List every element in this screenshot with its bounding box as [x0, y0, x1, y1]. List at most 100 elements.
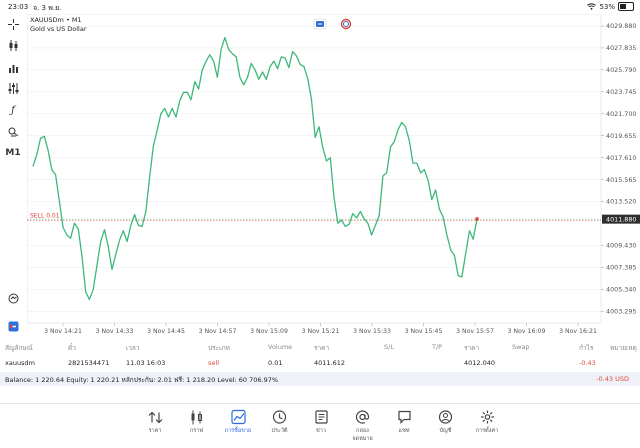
table-header: สัญลักษณ์ ตั๋ว เวลา ประเภท Volume ราคา S/L T/P ร…	[0, 340, 640, 354]
column-header[interactable]: ตั๋ว	[68, 344, 76, 352]
trade-icon	[230, 409, 246, 425]
y-tick-label: 4009.430	[606, 242, 637, 250]
price-chart[interactable]: SELL 0.01 4011.880 4029.880 4027.835 4025.7…	[27, 14, 640, 345]
cell-volume: 0.01	[268, 359, 283, 367]
battery-percent: 53%	[599, 2, 615, 11]
y-tick-label: 4027.835	[606, 44, 637, 52]
buy-button[interactable]	[340, 18, 352, 30]
y-tick-label: 4021.700	[606, 110, 637, 118]
mailbox-icon	[355, 410, 370, 424]
y-tick-label: 4025.790	[606, 66, 637, 74]
column-header[interactable]: หมายเหตุ	[610, 344, 637, 352]
x-tick-label: 3 Nov 15:33	[353, 328, 391, 335]
battery-icon	[618, 2, 634, 11]
x-tick-label: 3 Nov 14:33	[96, 328, 134, 335]
x-tick-label: 3 Nov 15:57	[456, 328, 494, 335]
app-icon[interactable]	[5, 318, 21, 334]
column-header[interactable]: T/P	[432, 343, 443, 351]
candles-icon[interactable]	[5, 37, 21, 53]
current-price-tag	[602, 214, 640, 224]
y-tick-label: 4007.385	[606, 264, 637, 272]
function-icon[interactable]: ƒ	[11, 104, 15, 116]
volume-icon[interactable]	[5, 59, 21, 75]
column-header[interactable]: กำไร	[579, 344, 594, 352]
settings-gear-icon	[480, 410, 494, 424]
y-tick-label: 4015.565	[606, 176, 637, 184]
bottom-nav: ราคา กราฟ การซื้อขาย ประวัติ ข่าว กล่องจดหมาย…	[0, 403, 640, 448]
column-header[interactable]: Swap	[512, 343, 530, 351]
y-tick-label: 4019.655	[606, 132, 637, 140]
nav-item-chat[interactable]: แชท	[389, 409, 419, 445]
x-tick-label: 3 Nov 15:09	[250, 328, 288, 335]
y-tick-label: 4003.295	[606, 307, 637, 315]
x-tick-label: 3 Nov 15:21	[302, 328, 340, 335]
nav-item-settings-gear[interactable]: การตั้งค่า	[472, 409, 502, 445]
total-profit: -0.43	[596, 375, 613, 383]
x-tick-label: 3 Nov 16:09	[508, 328, 546, 335]
history-icon	[272, 410, 287, 424]
x-tick-label: 3 Nov 16:21	[559, 328, 597, 335]
nav-item-chart[interactable]: กราฟ	[182, 409, 212, 445]
x-tick-label: 3 Nov 14:45	[147, 328, 185, 335]
clock: 23:03	[8, 3, 29, 11]
column-header[interactable]: ราคา	[314, 344, 330, 352]
balance-summary: Balance: 1 220.64 Equity: 1 220.21 หลักป…	[5, 376, 279, 384]
balance-bar: Balance: 1 220.64 Equity: 1 220.21 หลักป…	[0, 372, 640, 386]
status-bar: 23:03 จ. 3 พ.ย. 53%	[0, 0, 640, 14]
nav-item-label: กราฟ	[189, 428, 204, 434]
y-tick-label: 4023.745	[606, 88, 637, 96]
date: จ. 3 พ.ย.	[33, 4, 62, 12]
column-header[interactable]: เวลา	[126, 344, 140, 352]
cell-ticket: 2821534471	[68, 359, 110, 367]
nav-item-label: ราคา	[148, 428, 162, 434]
nav-item-trade[interactable]: การซื้อขาย	[223, 409, 253, 445]
chart-title: XAUUSDm • M1 Gold vs US Dollar	[30, 16, 87, 34]
chart-icon	[191, 410, 202, 425]
y-tick-label: 4017.610	[606, 154, 637, 162]
nav-item-label: กล่องจดหมาย	[352, 428, 373, 442]
crosshair-icon[interactable]	[5, 16, 21, 32]
sell-button[interactable]	[313, 18, 327, 30]
x-tick-label: 3 Nov 14:21	[44, 328, 82, 335]
quick-icon[interactable]	[5, 290, 21, 306]
trade-buttons	[313, 18, 352, 30]
draw-icon[interactable]	[5, 123, 21, 139]
column-header[interactable]: Volume	[268, 343, 293, 351]
timeframe-button[interactable]: M1	[5, 148, 21, 158]
column-header[interactable]: S/L	[384, 343, 394, 351]
column-header[interactable]: ราคา	[464, 344, 480, 352]
symbol-label: XAUUSDm • M1	[30, 16, 82, 24]
news-icon	[314, 410, 328, 424]
nav-item-quotes[interactable]: ราคา	[140, 409, 170, 445]
y-tick-label: 4029.880	[606, 22, 637, 30]
nav-item-label: การตั้งค่า	[475, 428, 499, 434]
sell-order-label[interactable]: SELL 0.01	[30, 213, 60, 220]
x-tick-label: 3 Nov 14:57	[199, 328, 237, 335]
column-header[interactable]: ประเภท	[208, 344, 230, 352]
column-header[interactable]: สัญลักษณ์	[5, 344, 33, 352]
last-price-dot	[475, 217, 479, 221]
wifi-icon	[587, 3, 597, 10]
settings-icon[interactable]	[5, 80, 21, 96]
cell-open-price: 4011.612	[314, 359, 346, 367]
x-tick-label: 3 Nov 15:45	[405, 328, 443, 335]
table-row[interactable]: xauusdm 2821534471 11.03 16:03 sell 0.01 4011…	[0, 356, 640, 372]
current-price-label: 4011.880	[606, 215, 637, 223]
chat-icon	[397, 410, 411, 424]
nav-item-label: การซื้อขาย	[224, 428, 252, 434]
nav-item-label: บัญชี	[439, 428, 452, 434]
y-tick-label: 4013.520	[606, 198, 637, 206]
nav-item-history[interactable]: ประวัติ	[265, 409, 295, 445]
nav-item-label: ประวัติ	[271, 428, 288, 434]
nav-item-mailbox[interactable]: กล่องจดหมาย	[348, 409, 378, 445]
nav-item-account[interactable]: บัญชี	[431, 409, 461, 445]
cell-symbol: xauusdm	[5, 359, 35, 367]
y-tick-label: 4005.340	[606, 286, 637, 294]
nav-item-label: ข่าว	[316, 428, 326, 434]
nav-item-label: แชท	[398, 428, 410, 434]
cell-type: sell	[208, 359, 219, 367]
cell-time: 11.03 16:03	[126, 359, 166, 367]
symbol-description: Gold vs US Dollar	[30, 25, 87, 33]
nav-item-news[interactable]: ข่าว	[306, 409, 336, 445]
account-currency: USD	[615, 375, 629, 383]
